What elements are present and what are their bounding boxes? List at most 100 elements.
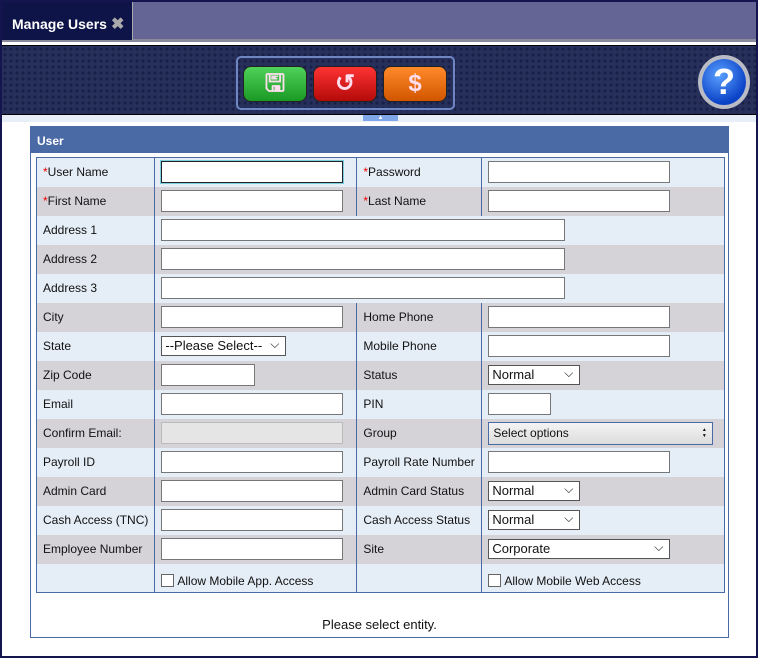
cash-access-tnc-label: Cash Access (TNC) [43,513,149,527]
site-label: Site [363,542,385,556]
admin-card-status-label: Admin Card Status [363,484,465,498]
toolbar: 🖫 ↺ $ ? [2,45,756,115]
field-label-cell: City [36,302,156,332]
payroll-rate-number-label: Payroll Rate Number [363,455,475,469]
address-1-input[interactable] [161,219,566,241]
email-input[interactable] [161,393,344,415]
address-1-label: Address 1 [43,223,98,237]
status-select[interactable]: Normal ⌵ [488,365,581,385]
first-name-input[interactable] [161,190,344,212]
cash-button[interactable]: $ [383,66,447,102]
save-button[interactable]: 🖫 [243,66,307,102]
field-label-cell: Group [356,418,483,448]
user-name-label: User Name [47,165,109,180]
form-row: Address 3 [36,273,725,303]
chevron-down-icon: ⌵ [654,540,664,554]
updown-arrows-icon: ▲▼ [701,426,708,439]
field-label-cell: Payroll Rate Number [356,447,483,477]
undo-icon: ↺ [334,70,356,97]
field-control-cell [154,302,358,332]
action-button-group: 🖫 ↺ $ [236,56,455,110]
chevron-down-icon: ⌵ [564,511,574,525]
site-select[interactable]: Corporate ⌵ [488,539,671,559]
field-control-cell: Select options ▲▼ [482,419,725,448]
form-row: Allow Mobile App. Access Allow Mobile Web… [36,563,725,593]
zip-code-label: Zip Code [43,368,92,382]
select-value: Normal [492,512,535,527]
cash-access-tnc-input[interactable] [161,509,344,531]
city-input[interactable] [161,306,344,328]
mobile-phone-input[interactable] [488,335,671,357]
state-select[interactable]: --Please Select-- ⌵ [161,336,287,356]
allow-mobile-web-access-checkbox[interactable]: Allow Mobile Web Access [488,573,641,588]
panel-title: User [31,127,728,153]
mobile-phone-label: Mobile Phone [363,339,437,353]
allow-mobile-app-access-checkbox[interactable]: Allow Mobile App. Access [161,573,313,588]
field-label-cell: Cash Access Status [356,505,483,535]
field-label-cell: Confirm Email: [36,418,156,448]
field-control-cell [154,534,358,564]
chevron-down-icon: ⌵ [564,482,574,496]
required-marker: * [363,165,369,180]
select-value: Select options [493,425,569,440]
field-control-cell: Corporate ⌵ [482,535,725,564]
field-control-cell [154,389,358,419]
form-row: Zip Code Status Normal ⌵ [36,360,725,390]
required-marker: * [43,194,48,208]
password-label: Password [368,165,421,180]
email-label: Email [43,397,74,411]
field-label-cell: PIN [356,389,483,419]
field-control-cell [482,303,725,332]
admin-card-status-select[interactable]: Normal ⌵ [488,481,581,501]
checkbox-icon[interactable] [161,573,175,587]
field-control-cell: Normal ⌵ [482,506,725,535]
group-label: Group [363,426,397,440]
tab-bar: Manage Users ✖ [2,2,756,42]
field-control-cell [155,245,725,274]
field-control-cell: Allow Mobile Web Access [482,564,725,593]
pin-input[interactable] [488,393,552,415]
field-control-cell [482,448,725,477]
password-input[interactable] [488,161,671,184]
select-value: --Please Select-- [165,338,263,353]
admin-card-label: Admin Card [43,484,107,498]
field-label-cell: Admin Card Status [356,476,483,506]
user-panel: User *User Name *Password *First Name *Last… [30,126,729,638]
tab-manage-users[interactable]: Manage Users ✖ [2,2,133,40]
last-name-input[interactable] [488,190,671,212]
field-label-cell: Cash Access (TNC) [36,505,156,535]
help-button[interactable]: ? [698,55,750,109]
home-phone-input[interactable] [488,306,671,328]
payroll-rate-number-input[interactable] [488,451,671,473]
field-control-cell [154,360,358,390]
field-control-cell [155,274,725,303]
user-form: *User Name *Password *First Name *Last Name… [36,157,725,593]
field-control-cell: --Please Select-- ⌵ [154,331,358,361]
field-label-cell: State [36,331,156,361]
undo-button[interactable]: ↺ [313,66,377,102]
field-label-cell: Status [356,360,483,390]
form-row: Address 1 [36,215,725,245]
status-label: Status [363,368,398,382]
group-multiselect[interactable]: Select options ▲▼ [488,421,714,445]
field-label-cell: *User Name [36,157,156,187]
close-icon[interactable]: ✖ [110,16,125,33]
field-label-cell [36,563,156,593]
cash-access-status-select[interactable]: Normal ⌵ [488,510,581,530]
collapse-toolbar-button[interactable]: ▲ [363,115,398,121]
field-label-cell: Mobile Phone [356,331,483,361]
address-3-input[interactable] [161,277,566,299]
address-2-input[interactable] [161,248,566,270]
last-name-label: Last Name [368,194,427,208]
field-control-cell: Normal ⌵ [482,477,725,506]
checkbox-icon[interactable] [488,573,502,587]
user-name-input[interactable] [161,161,344,184]
field-label-cell: Zip Code [36,360,156,390]
status-message: Please select entity. [322,617,437,632]
dollar-icon: $ [408,70,422,97]
admin-card-input[interactable] [161,480,344,502]
payroll-id-input[interactable] [161,451,344,473]
employee-number-input[interactable] [161,538,344,560]
field-control-cell [154,186,358,216]
zip-code-input[interactable] [161,364,256,386]
